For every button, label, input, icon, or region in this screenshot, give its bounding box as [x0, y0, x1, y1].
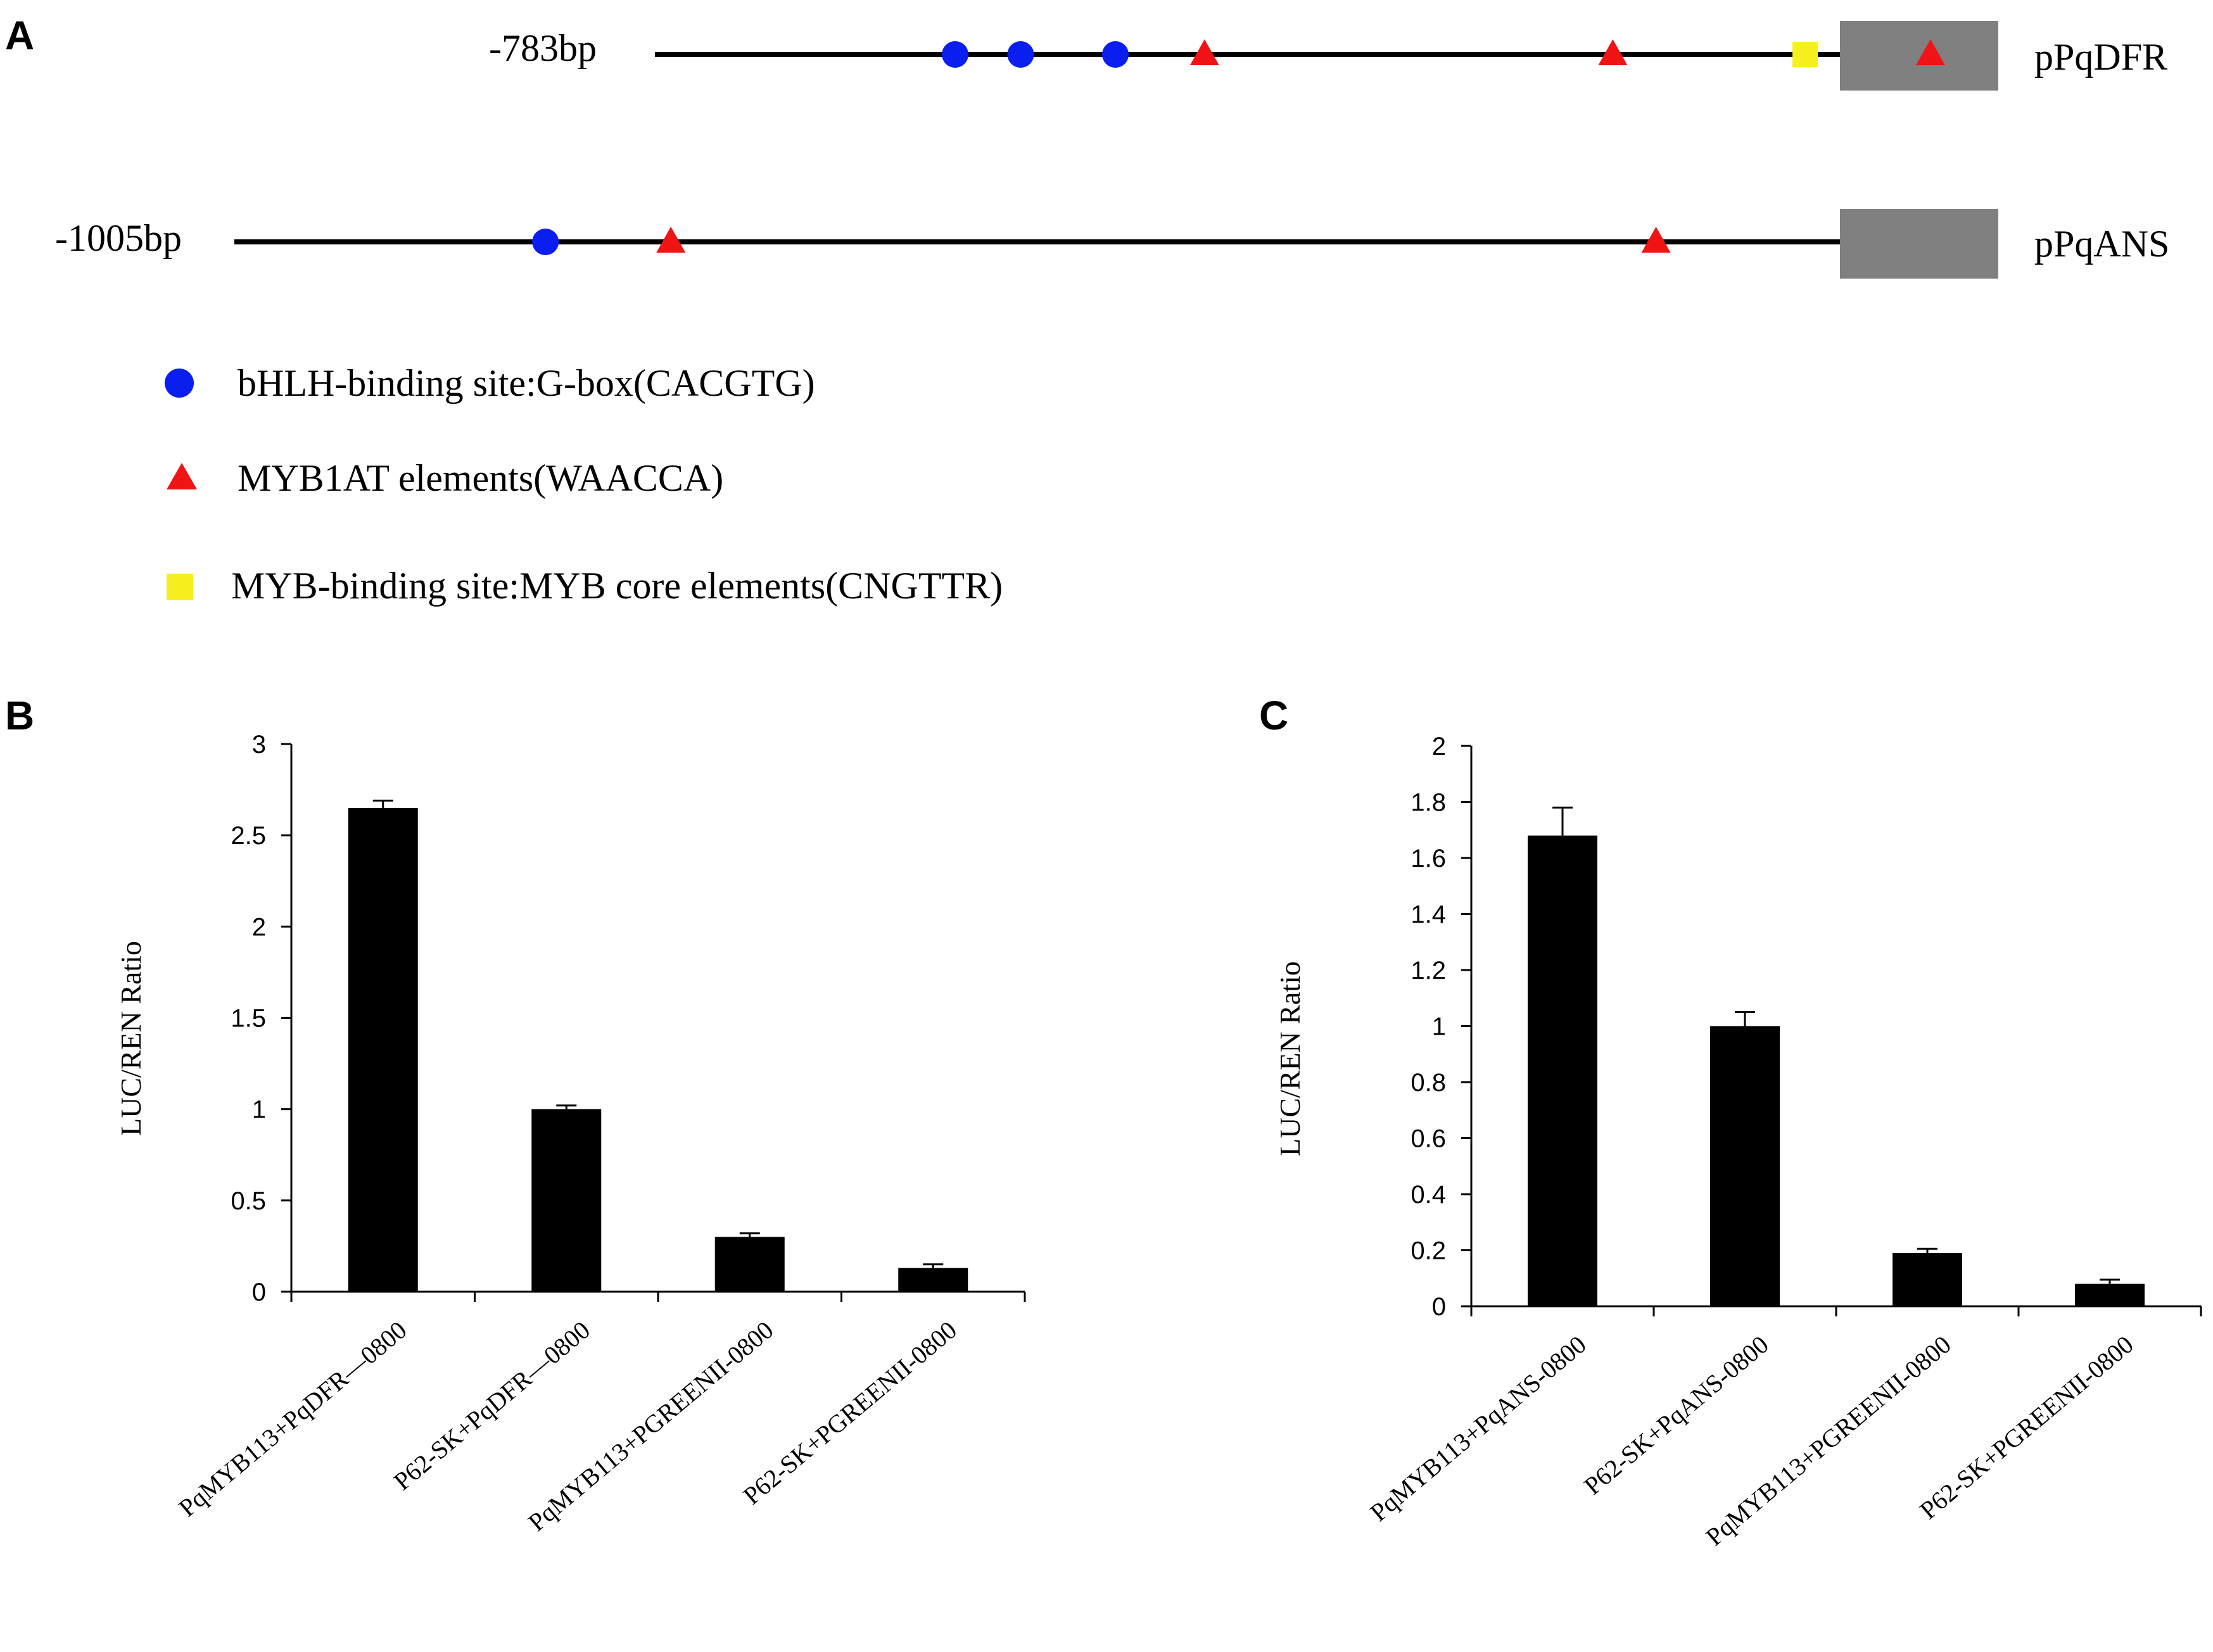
panel-c-y-tick-label: 1.2	[1411, 957, 1446, 985]
legend-label-bhlh: bHLH-binding site:G-box(CACGTG)	[238, 362, 815, 404]
panel-b-y-tick-label: 1.5	[231, 1005, 266, 1033]
panel-c-y-tick-label: 1.4	[1411, 901, 1446, 929]
promoter-dfr-name: pPqDFR	[2034, 36, 2167, 78]
panel-label-b: B	[5, 693, 34, 738]
panel-b-plot-area: 00.511.522.53PqMYB113+PqDFR—0800P62-SK+P…	[173, 731, 1026, 1537]
promoter-ans-sites	[532, 227, 1671, 255]
panel-b-y-tick-label: 3	[252, 731, 266, 759]
promoter-ans-name: pPqANS	[2034, 223, 2169, 265]
panel-c-y-tick-label: 0.4	[1411, 1181, 1446, 1209]
promoter-ans: -1005bp pPqANS	[55, 209, 2169, 279]
promoter-dfr-sites	[942, 39, 1945, 68]
panel-b-y-tick-label: 0.5	[231, 1187, 266, 1215]
panel-b-y-tick-label: 2	[252, 913, 266, 941]
panel-c-y-tick-label: 1.8	[1411, 789, 1446, 817]
promoter-dfr-site-2-circle-icon	[1102, 41, 1129, 68]
legend-item-myb-core: MYB-binding site:MYB core elements(CNGTT…	[167, 565, 1003, 607]
panel-c-bar	[1893, 1252, 1962, 1306]
panel-c-y-tick-label: 0.6	[1411, 1125, 1446, 1153]
panel-b-category-label: P62-SK+PGREENII-0800	[738, 1315, 962, 1510]
panel-b-bar	[898, 1268, 968, 1292]
panel-c-y-tick-label: 0	[1432, 1293, 1446, 1321]
promoter-dfr-site-5-square-icon	[1792, 42, 1818, 67]
panel-c-plot-area: 0 0.2 0.4 0.6 0.8 1 1.2 1.4 1.6 1.8 2 PqMYB113+PqAN…	[1364, 733, 2202, 1551]
promoter-ans-length-label: -1005bp	[55, 217, 182, 259]
legend-item-bhlh: bHLH-binding site:G-box(CACGTG)	[165, 362, 815, 404]
panel-c-bar	[1710, 1026, 1780, 1306]
promoter-dfr-site-3-triangle-icon	[1189, 39, 1219, 65]
panel-c-chart: C LUC/REN Ratio 0 0.2 0.4 0.6 0.8 1 1.2 1.4 1.6 1…	[1259, 693, 2202, 1551]
panel-b-chart: B LUC/REN Ratio 0 0.5 1 1.5 2 2.5 3 PqMYB113+Pq…	[5, 693, 1026, 1537]
panel-c-category-label: PqMYB113+PqANS-0800	[1364, 1330, 1591, 1527]
panel-label-a: A	[5, 13, 34, 58]
promoter-dfr-site-0-circle-icon	[942, 41, 968, 68]
legend-label-myb1at: MYB1AT elements(WAACCA)	[238, 457, 723, 499]
legend-item-myb1at: MYB1AT elements(WAACCA)	[167, 457, 723, 499]
panel-c-bar	[2075, 1283, 2145, 1306]
promoter-ans-site-2-triangle-icon	[1641, 227, 1671, 253]
panel-c-y-tick-label: 0.8	[1411, 1069, 1446, 1097]
panel-c-bar	[1528, 835, 1597, 1306]
panel-label-c: C	[1259, 693, 1288, 738]
triangle-icon	[167, 463, 197, 489]
panel-c-y-axis-label: LUC/REN Ratio	[1274, 961, 1306, 1156]
promoter-dfr-length-label: -783bp	[489, 27, 597, 69]
promoter-dfr-site-6-triangle-icon	[1916, 39, 1945, 65]
promoter-dfr-gene-box	[1840, 21, 1998, 91]
panel-a-promoter-diagram: A -783bp pPqDFR -1005bp pPqANS bHLH-bind…	[5, 13, 2169, 607]
panel-c-y-tick-label: 1.6	[1411, 845, 1446, 873]
promoter-ans-site-1-triangle-icon	[656, 227, 686, 253]
panel-b-category-label: PqMYB113+PqDFR—0800	[173, 1315, 412, 1522]
panel-b-y-tick-label: 1	[252, 1096, 266, 1124]
panel-b-bar	[348, 807, 418, 1292]
panel-b-y-axis-label: LUC/REN Ratio	[115, 941, 147, 1136]
panel-c-y-tick-label: 1	[1432, 1013, 1446, 1041]
panel-c-y-tick-label: 2	[1432, 733, 1446, 760]
legend: bHLH-binding site:G-box(CACGTG) MYB1AT e…	[165, 362, 1003, 607]
panel-b-category-label: P62-SK+PqDFR—0800	[388, 1315, 595, 1496]
panel-b-bar	[531, 1109, 602, 1292]
promoter-dfr: -783bp pPqDFR	[489, 21, 2167, 91]
panel-b-bar	[714, 1237, 785, 1292]
circle-icon	[165, 369, 194, 398]
panel-b-y-tick-label: 2.5	[231, 822, 266, 850]
promoter-ans-site-0-circle-icon	[532, 229, 559, 255]
panel-c-category-label: P62-SK+PqANS-0800	[1578, 1330, 1773, 1500]
panel-c-category-label: P62-SK+PGREENII-0800	[1914, 1330, 2138, 1525]
promoter-ans-gene-box	[1840, 209, 1998, 279]
panel-c-y-tick-label: 0.2	[1411, 1237, 1446, 1265]
legend-label-myb-core: MYB-binding site:MYB core elements(CNGTT…	[231, 565, 1003, 607]
panel-b-y-tick-label: 0	[252, 1278, 266, 1306]
promoter-dfr-site-4-triangle-icon	[1598, 39, 1628, 65]
promoter-dfr-site-1-circle-icon	[1007, 41, 1034, 68]
square-icon	[167, 574, 193, 600]
